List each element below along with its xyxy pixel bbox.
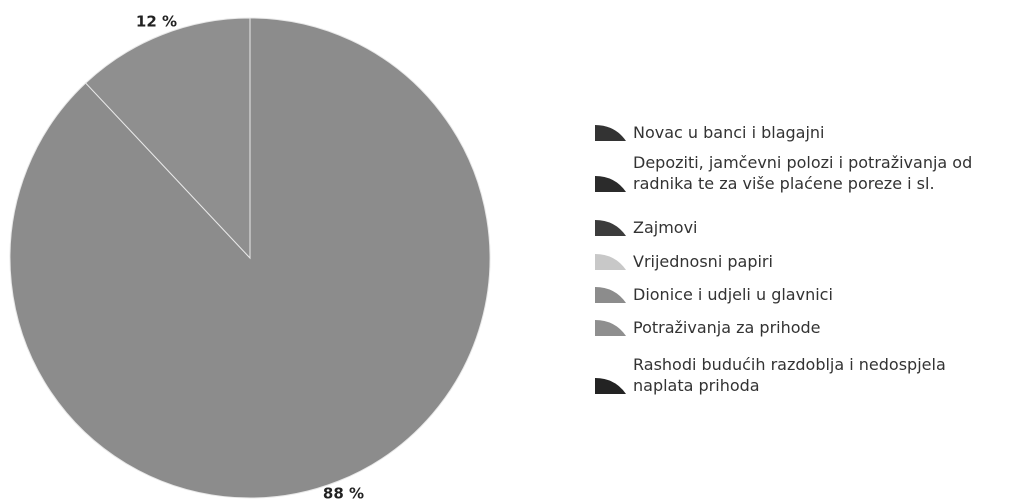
legend-swatch-shape <box>595 254 626 270</box>
legend-item: Rashodi budućih razdoblja i nedospjela n… <box>595 354 1008 396</box>
legend-label: Dionice i udjeli u glavnici <box>633 285 833 304</box>
legend-swatch <box>595 220 626 236</box>
legend-swatch <box>595 254 626 270</box>
legend-label: Zajmovi <box>633 218 698 237</box>
legend-swatch <box>595 176 626 192</box>
slice-label: 88 % <box>323 485 364 502</box>
pie-slice <box>9 17 491 499</box>
legend-swatch <box>595 125 626 141</box>
pie-chart: 88 % 12 % <box>9 12 491 502</box>
legend-label: Vrijednosni papiri <box>633 252 773 271</box>
legend-label: Potraživanja za prihode <box>633 318 821 337</box>
legend-swatch-shape <box>595 287 626 303</box>
legend-swatch <box>595 378 626 394</box>
legend-label: Depoziti, jamčevni polozi i potraživanja… <box>633 153 973 193</box>
slice-label: 12 % <box>136 12 177 30</box>
legend-swatch <box>595 287 626 303</box>
legend-swatch <box>595 320 626 336</box>
legend-swatch-shape <box>595 378 626 394</box>
legend-item: Dionice i udjeli u glavnici <box>595 284 1008 305</box>
pie-slice <box>85 17 251 260</box>
legend-swatch-shape <box>595 176 626 192</box>
legend-label: Novac u banci i blagajni <box>633 123 825 142</box>
legend-label: Rashodi budućih razdoblja i nedospjela n… <box>633 355 946 395</box>
legend-item: Depoziti, jamčevni polozi i potraživanja… <box>595 152 1008 194</box>
legend-item: Potraživanja za prihode <box>595 317 1008 338</box>
legend-item: Zajmovi <box>595 217 1008 238</box>
legend-swatch-shape <box>595 125 626 141</box>
legend-item: Novac u banci i blagajni <box>595 122 1008 143</box>
legend-swatch-shape <box>595 220 626 236</box>
legend-item: Vrijednosni papiri <box>595 251 1008 272</box>
legend-swatch-shape <box>595 320 626 336</box>
